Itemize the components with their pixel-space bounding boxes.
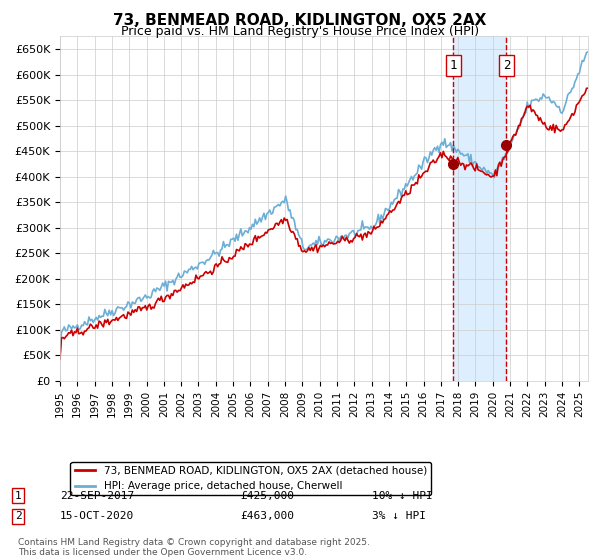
- Text: 3% ↓ HPI: 3% ↓ HPI: [372, 511, 426, 521]
- Text: Contains HM Land Registry data © Crown copyright and database right 2025.
This d: Contains HM Land Registry data © Crown c…: [18, 538, 370, 557]
- Text: 15-OCT-2020: 15-OCT-2020: [60, 511, 134, 521]
- Text: 10% ↓ HPI: 10% ↓ HPI: [372, 491, 433, 501]
- Text: £463,000: £463,000: [240, 511, 294, 521]
- Text: 22-SEP-2017: 22-SEP-2017: [60, 491, 134, 501]
- Text: 1: 1: [450, 59, 457, 72]
- Legend: 73, BENMEAD ROAD, KIDLINGTON, OX5 2AX (detached house), HPI: Average price, deta: 73, BENMEAD ROAD, KIDLINGTON, OX5 2AX (d…: [70, 462, 431, 495]
- Text: £425,000: £425,000: [240, 491, 294, 501]
- Bar: [454, 36, 506, 381]
- Text: 2: 2: [14, 511, 22, 521]
- Text: Price paid vs. HM Land Registry's House Price Index (HPI): Price paid vs. HM Land Registry's House …: [121, 25, 479, 38]
- Text: 73, BENMEAD ROAD, KIDLINGTON, OX5 2AX: 73, BENMEAD ROAD, KIDLINGTON, OX5 2AX: [113, 13, 487, 28]
- Text: 2: 2: [503, 59, 510, 72]
- Text: 1: 1: [14, 491, 22, 501]
